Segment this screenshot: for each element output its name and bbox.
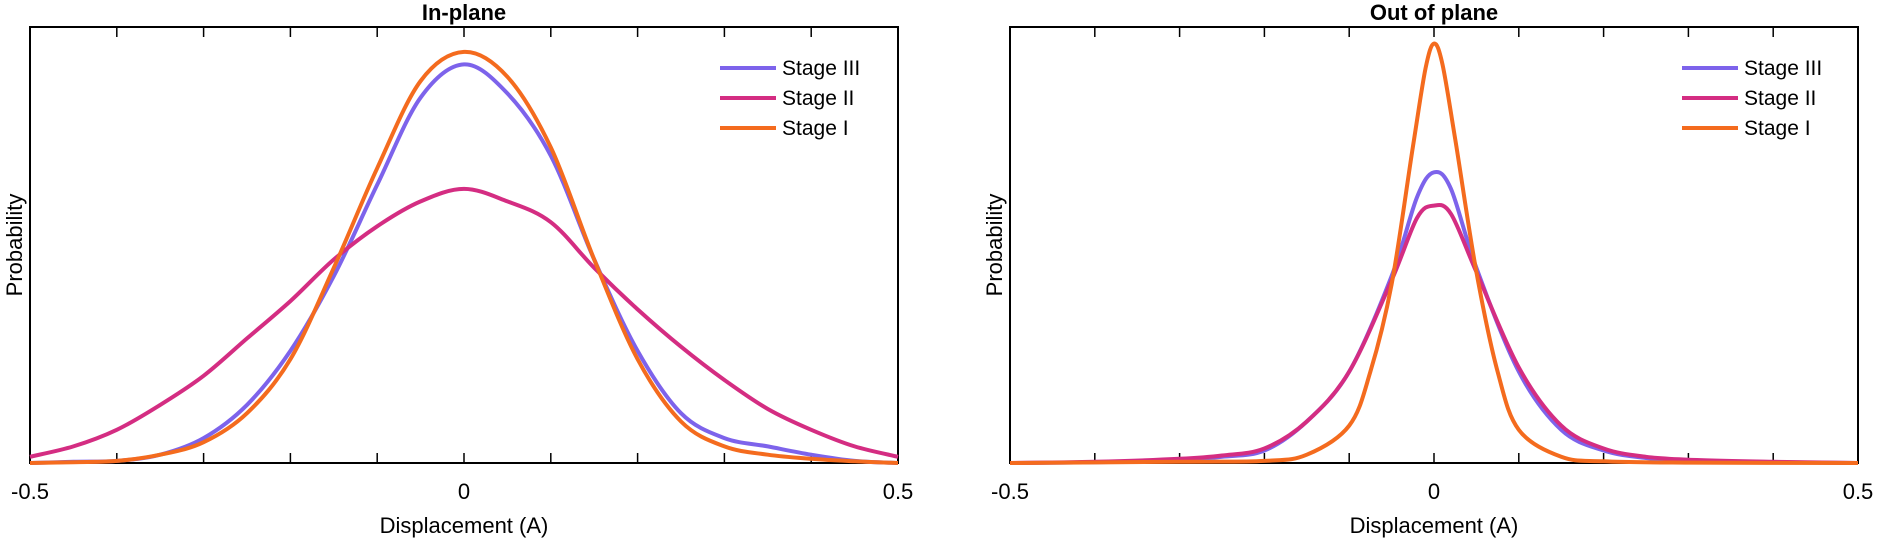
legend-label-stage-ii: Stage II — [782, 87, 854, 110]
legend-label-stage-iii: Stage III — [782, 57, 860, 80]
series-line-stage-iii — [1009, 169, 1859, 465]
legend-label-stage-iii: Stage III — [1744, 57, 1822, 80]
legend: Stage III Stage II Stage I — [1682, 57, 1822, 140]
legend-label-stage-i: Stage I — [1744, 117, 1811, 140]
series-lines — [29, 49, 899, 465]
x-tick-label-max: 0.5 — [1843, 479, 1874, 504]
x-tick-label-min: -0.5 — [991, 479, 1029, 504]
x-tick-label-min: -0.5 — [11, 479, 49, 504]
plot-frame — [1009, 26, 1859, 464]
series-line-stage-ii — [1009, 202, 1859, 465]
y-axis-label: Probability — [2, 194, 27, 297]
x-axis-label: Displacement (A) — [380, 513, 549, 538]
series-line-stage-iii — [29, 62, 899, 465]
legend: Stage III Stage II Stage I — [720, 57, 860, 140]
series-line-stage-i — [29, 49, 899, 465]
chart-title: In-plane — [422, 0, 506, 25]
series-line-stage-ii — [29, 186, 899, 459]
tick-marks — [116, 27, 812, 463]
x-tick-label-zero: 0 — [1428, 479, 1440, 504]
y-axis-label: Probability — [982, 194, 1007, 297]
series-lines — [1009, 41, 1859, 465]
plot-frame — [29, 26, 899, 464]
series-line-stage-i — [1009, 41, 1859, 465]
legend-label-stage-i: Stage I — [782, 117, 849, 140]
tick-marks — [1094, 27, 1774, 463]
x-tick-label-zero: 0 — [458, 479, 470, 504]
chart-title: Out of plane — [1370, 0, 1498, 25]
x-axis-label: Displacement (A) — [1350, 513, 1519, 538]
out-of-plane-panel: Out of plane -0.5 0 0.5 Displacement (A)… — [982, 0, 1873, 538]
in-plane-panel: In-plane -0.5 0 0.5 Displacement (A) Pro… — [2, 0, 913, 538]
legend-label-stage-ii: Stage II — [1744, 87, 1816, 110]
x-tick-label-max: 0.5 — [883, 479, 914, 504]
